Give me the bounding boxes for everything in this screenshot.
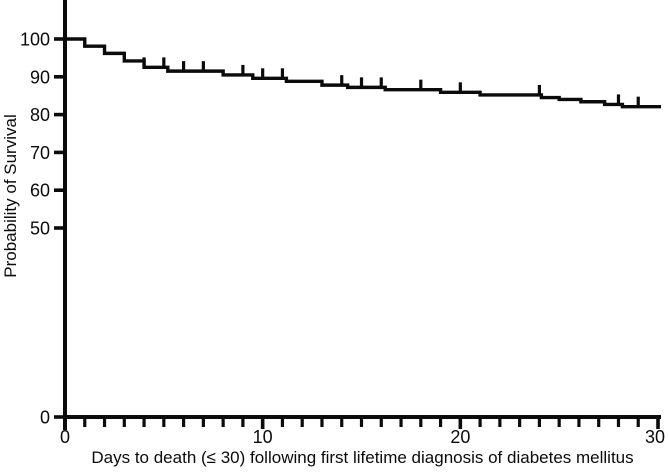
- survival-curve: [65, 37, 661, 109]
- y-tick-label: 60: [30, 181, 50, 201]
- x-tick-label: 10: [253, 427, 273, 447]
- y-tick-label: 70: [30, 143, 50, 163]
- y-tick-label: 80: [30, 105, 50, 125]
- y-tick-label: 90: [30, 67, 50, 87]
- y-tick-label: 100: [20, 30, 50, 50]
- x-tick-label: 0: [60, 427, 70, 447]
- x-tick-label: 20: [450, 427, 470, 447]
- x-tick-label: 30: [645, 427, 665, 447]
- y-axis-title: Probability of Survival: [1, 114, 20, 278]
- y-tick-label: 50: [30, 219, 50, 239]
- y-tick-label: 0: [40, 408, 50, 428]
- x-axis-title: Days to death (≤ 30) following first lif…: [91, 448, 634, 467]
